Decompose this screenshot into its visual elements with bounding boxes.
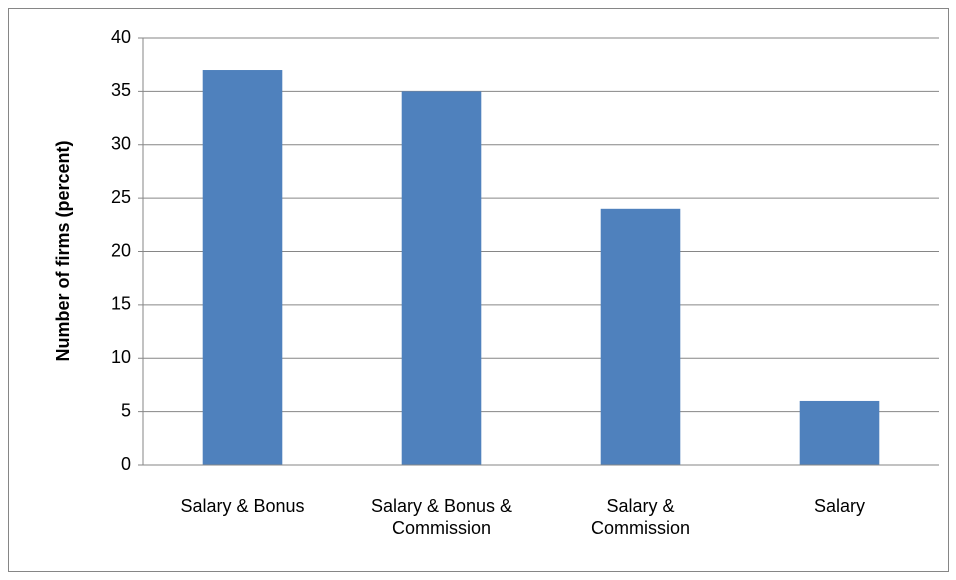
x-tick-label: Salary & Commission [590,496,691,538]
x-tick-label: Salary & Bonus [180,496,305,516]
y-tick-label: 5 [121,400,131,420]
y-tick-label: 25 [111,187,131,207]
bar [202,70,283,466]
bar [799,400,880,465]
bar [600,208,681,466]
y-tick-label: 40 [111,27,131,47]
bar [401,91,482,465]
x-tick-label: Salary [813,496,866,516]
y-tick-label: 20 [111,240,131,260]
x-tick-label: Salary & Bonus & Commission [370,496,513,538]
y-tick-label: 10 [111,347,131,367]
y-tick-label: 15 [111,294,131,314]
y-tick-label: 35 [111,80,131,100]
y-tick-label: 30 [111,134,131,154]
y-axis-label: Number of firms (percent) [53,140,73,361]
y-tick-label: 0 [121,454,131,474]
